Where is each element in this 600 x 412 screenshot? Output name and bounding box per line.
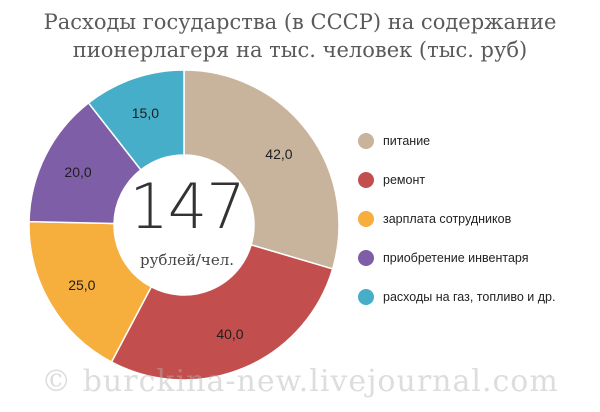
chart-title-line-1: Расходы государства (в СССР) на содержан… <box>43 10 557 34</box>
legend-item-3: зарплата сотрудников <box>358 211 598 227</box>
chart-title-line-2: пионерлагеря на тыс. человек (тыс. руб) <box>72 38 528 62</box>
legend-item-5: расходы на газ, топливо и др. <box>358 289 598 305</box>
legend-swatch-3 <box>358 211 374 227</box>
legend-swatch-2 <box>358 172 374 188</box>
slice-value-label-1: 42,0 <box>265 146 292 162</box>
legend-item-1: питание <box>358 133 598 149</box>
watermark: © burckina-new.livejournal.com <box>41 364 559 399</box>
center-total-unit: рублей/чел. <box>139 251 234 269</box>
legend-label-4: приобретение инвентаря <box>383 251 529 265</box>
legend-item-4: приобретение инвентаря <box>358 250 598 266</box>
slice-value-label-5: 15,0 <box>132 105 159 121</box>
legend-swatch-4 <box>358 250 374 266</box>
legend-label-5: расходы на газ, топливо и др. <box>383 290 556 304</box>
legend-swatch-5 <box>358 289 374 305</box>
slice-value-label-2: 40,0 <box>216 326 243 342</box>
chart-title: Расходы государства (в СССР) на содержан… <box>0 8 600 64</box>
legend-swatch-1 <box>358 133 374 149</box>
donut-center-hole <box>114 155 254 295</box>
legend-label-1: питание <box>383 134 431 148</box>
legend-label-2: ремонт <box>383 173 426 187</box>
slice-value-label-4: 20,0 <box>64 164 91 180</box>
legend-item-2: ремонт <box>358 172 598 188</box>
legend-label-3: зарплата сотрудников <box>383 212 512 226</box>
slice-value-label-3: 25,0 <box>68 277 95 293</box>
chart-legend: питание ремонт зарплата сотрудников приобре… <box>358 133 598 328</box>
center-total-value: 147 <box>129 170 245 243</box>
